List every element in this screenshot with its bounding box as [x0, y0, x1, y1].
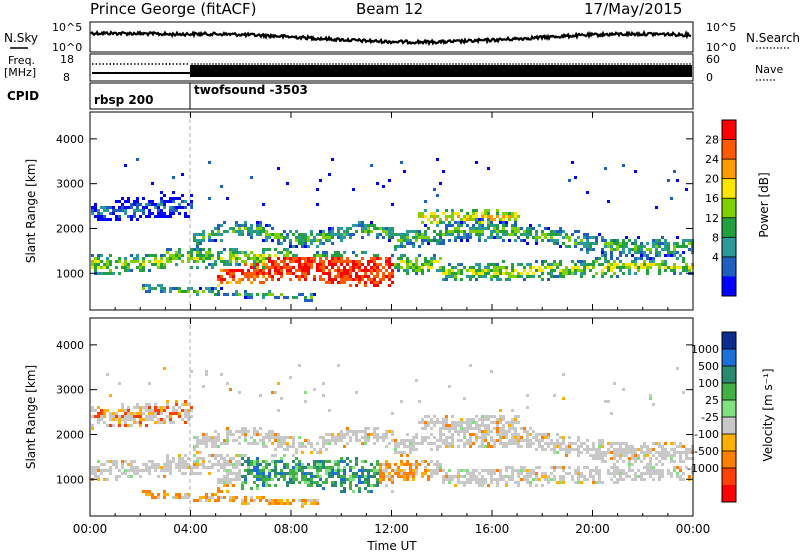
velocity-colorbar: 1000 500 100 25 -25 -100 -500 -1000	[687, 331, 737, 503]
colorbar-swatch	[722, 276, 736, 297]
freq-label-line2: [MHz]	[4, 66, 36, 79]
colorbar-tick-label: 8	[712, 231, 719, 244]
colorbar-swatch	[722, 417, 736, 435]
colorbar-tick-label: 28	[705, 134, 719, 147]
colorbar-tick-label: -1000	[687, 462, 719, 475]
y-tick-label: 4000	[56, 133, 84, 146]
colorbar-swatch	[722, 120, 736, 141]
colorbar-swatch	[722, 400, 736, 418]
y-tick-label: 1000	[56, 267, 84, 280]
colorbar-swatch	[722, 217, 736, 238]
velocity-heatmap	[91, 364, 694, 508]
colorbar-tick-label: 25	[705, 394, 719, 407]
colorbar-tick-label: 20	[705, 173, 719, 186]
x-tick-label: 04:00	[173, 522, 208, 536]
colorbar-swatch	[722, 237, 736, 258]
x-tick-label: 12:00	[374, 522, 409, 536]
power-ylabel: Slant Range [km]	[24, 159, 38, 263]
colorbar-tick-label: 24	[705, 153, 719, 166]
x-tick-label: 00:00	[676, 522, 711, 536]
colorbar-swatch	[722, 451, 736, 469]
velocity-colorbar-label: Velocity [m s⁻¹]	[761, 368, 775, 461]
cpid-label: CPID	[7, 89, 39, 103]
colorbar-swatch	[722, 434, 736, 452]
colorbar-swatch	[722, 485, 736, 503]
cpid-panel: CPID rbsp 200 twofsound -3503	[7, 82, 694, 110]
velocity-panel: 1000 2000 3000 4000 Slant Range [km] 1000 50…	[24, 317, 775, 517]
x-axis-label: Time UT	[366, 539, 417, 553]
x-tick-label: 08:00	[274, 522, 309, 536]
station-title: Prince George (fitACF)	[90, 0, 256, 18]
colorbar-swatch	[722, 366, 736, 384]
y-tick-label: 2000	[56, 428, 84, 441]
colorbar-swatch	[722, 349, 736, 367]
power-colorbar-label: Power [dB]	[757, 172, 771, 237]
y-tick-label: 4000	[56, 339, 84, 352]
velocity-ylabel: Slant Range [km]	[24, 365, 38, 469]
x-tick-label: 20:00	[575, 522, 610, 536]
colorbar-tick-label: -25	[701, 411, 719, 424]
cpid-segment-2: twofsound -3503	[194, 83, 308, 97]
colorbar-swatch	[722, 468, 736, 486]
colorbar-swatch	[722, 159, 736, 180]
colorbar-tick-label: 500	[698, 360, 719, 373]
freq-tick-top: 18	[60, 53, 74, 66]
colorbar-tick-label: 100	[698, 377, 719, 390]
freq-panel: Freq. [MHz] 18 8 60 0 Nave	[4, 53, 783, 84]
colorbar-tick-label: 1000	[691, 343, 719, 356]
nsky-tick-top: 10^5	[52, 21, 82, 34]
y-tick-label: 1000	[56, 473, 84, 486]
power-colorbar: 28 24 20 16 12 8 4	[705, 119, 737, 297]
colorbar-swatch	[722, 256, 736, 277]
nave-tick-top: 60	[706, 53, 720, 66]
colorbar-swatch	[722, 332, 736, 350]
nsearch-tick-top: 10^5	[706, 21, 736, 34]
colorbar-swatch	[722, 383, 736, 401]
y-tick-label: 2000	[56, 222, 84, 235]
cpid-segment-1: rbsp 200	[94, 93, 153, 107]
colorbar-tick-label: 4	[712, 251, 719, 264]
freq-label-line1: Freq.	[8, 54, 35, 67]
beam-title: Beam 12	[356, 0, 423, 18]
nave-label: Nave	[755, 63, 783, 76]
x-tick-label: 16:00	[475, 522, 510, 536]
nsearch-tick-bottom: 10^0	[706, 41, 736, 54]
date-title: 17/May/2015	[584, 0, 682, 18]
colorbar-swatch	[722, 198, 736, 219]
colorbar-tick-label: -500	[694, 445, 719, 458]
colorbar-tick-label: -100	[694, 428, 719, 441]
colorbar-tick-label: 16	[705, 192, 719, 205]
colorbar-swatch	[722, 139, 736, 160]
nsky-series	[90, 29, 692, 47]
power-panel: 1000 2000 3000 4000 Slant Range [km] 28 24 20…	[24, 111, 771, 311]
freq-tick-bottom: 8	[63, 71, 70, 84]
power-heatmap	[91, 158, 694, 302]
y-tick-label: 3000	[56, 178, 84, 191]
nave-tick-bottom: 0	[706, 71, 713, 84]
colorbar-swatch	[722, 178, 736, 199]
freq-alternation-band	[190, 65, 692, 77]
nsearch-label: N.Search	[746, 31, 800, 45]
colorbar-tick-label: 12	[705, 212, 719, 225]
y-tick-label: 3000	[56, 384, 84, 397]
nsky-label: N.Sky	[4, 31, 38, 45]
nsky-panel: N.Sky 10^5 10^0 10^5 10^0 N.Search	[4, 21, 800, 54]
nsky-tick-bottom: 10^0	[52, 41, 82, 54]
x-tick-label: 00:00	[73, 522, 108, 536]
